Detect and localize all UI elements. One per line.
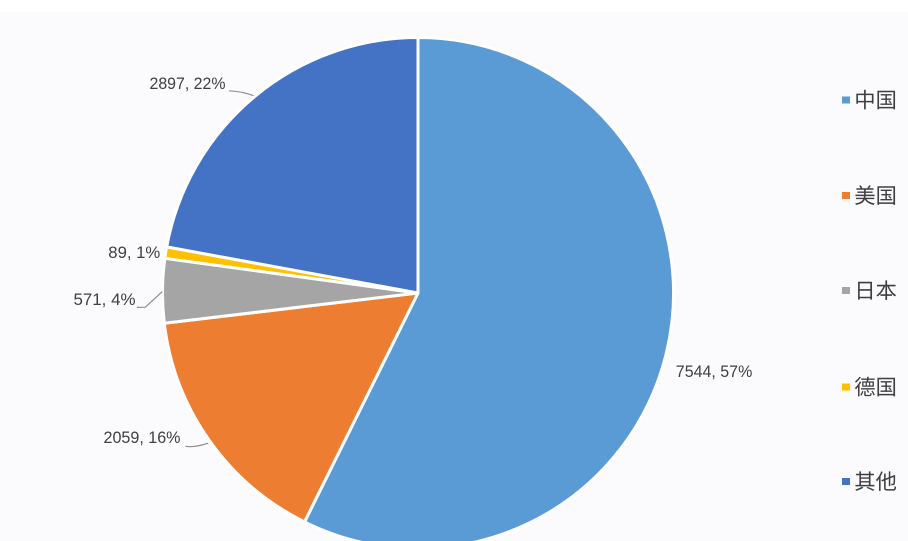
svg-text:7544, 57%: 7544, 57% [676,362,753,381]
svg-text:2059, 16%: 2059, 16% [104,428,181,447]
svg-text:2897, 22%: 2897, 22% [150,74,226,93]
svg-text:571, 4%: 571, 4% [74,290,136,309]
svg-text:89, 1%: 89, 1% [108,243,160,262]
